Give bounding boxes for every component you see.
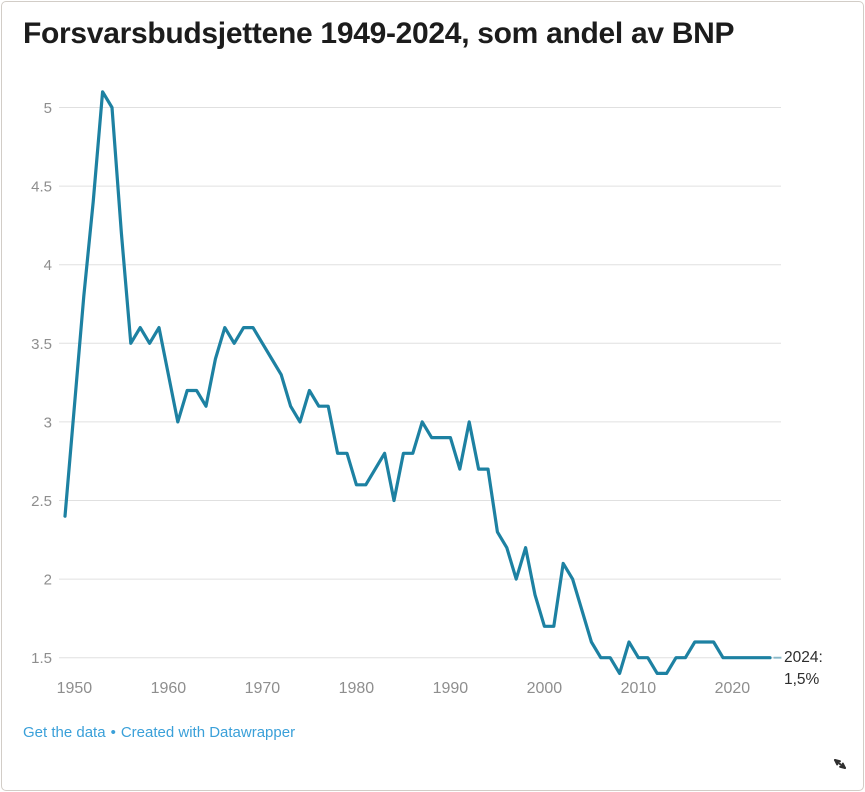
get-the-data-link[interactable]: Get the data bbox=[23, 724, 106, 741]
x-tick-label: 1980 bbox=[339, 680, 375, 697]
x-tick-label: 2000 bbox=[527, 680, 563, 697]
footer: Get the data • Created with Datawrapper bbox=[23, 724, 295, 741]
y-tick-label: 2.5 bbox=[31, 493, 52, 510]
x-tick-label: 1970 bbox=[245, 680, 281, 697]
y-tick-label: 5 bbox=[44, 100, 52, 117]
y-tick-label: 3.5 bbox=[31, 336, 52, 353]
annotation-2024: 2024: 1,5% bbox=[784, 647, 823, 690]
y-tick-label: 2 bbox=[44, 572, 52, 589]
y-tick-label: 3 bbox=[44, 414, 52, 431]
annotation-value: 1,5% bbox=[784, 670, 820, 688]
y-tick-label: 1.5 bbox=[31, 650, 52, 667]
annotation-year: 2024: bbox=[784, 649, 823, 666]
chart-title: Forsvarsbudsjettene 1949-2024, som andel… bbox=[23, 17, 735, 50]
y-tick-label: 4.5 bbox=[31, 179, 52, 196]
footer-separator: • bbox=[110, 724, 116, 741]
x-tick-label: 1960 bbox=[151, 680, 187, 697]
datawrapper-credit-link[interactable]: Created with Datawrapper bbox=[120, 724, 296, 741]
data-line bbox=[63, 90, 772, 676]
x-tick-label: 2010 bbox=[621, 680, 657, 697]
resize-handle-icon[interactable] bbox=[830, 754, 850, 774]
line-chart: 5 4.5 4 3.5 3 2.5 2 1.5 1950 1960 1970 1980 1990 2000… bbox=[31, 90, 782, 697]
y-tick-label: 4 bbox=[44, 257, 52, 274]
x-tick-label: 1990 bbox=[433, 680, 469, 697]
x-tick-label: 2020 bbox=[715, 680, 751, 697]
x-tick-label: 1950 bbox=[57, 680, 93, 697]
